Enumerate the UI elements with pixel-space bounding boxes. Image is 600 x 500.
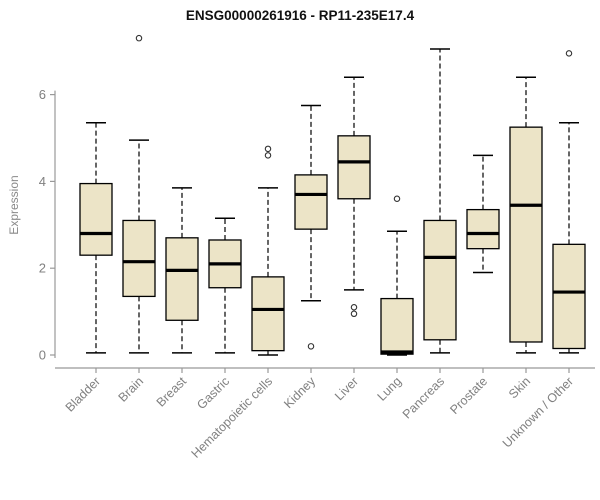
x-category-label-pancreas: Pancreas xyxy=(400,374,447,421)
x-category-label-hematopoietic-cells: Hematopoietic cells xyxy=(189,374,276,461)
x-category-label-breast: Breast xyxy=(154,374,190,410)
x-category-label-prostate: Prostate xyxy=(447,374,490,417)
outlier-point-kidney xyxy=(307,343,315,350)
x-category-label-skin: Skin xyxy=(506,374,533,401)
x-category-label-bladder: Bladder xyxy=(63,374,103,414)
box-bladder xyxy=(79,182,113,256)
y-tick-label: 6 xyxy=(39,87,46,102)
y-tick-label: 4 xyxy=(39,174,46,189)
box-unknown-other xyxy=(552,243,586,350)
box-liver xyxy=(337,135,371,200)
x-category-label-liver: Liver xyxy=(332,374,361,403)
box-breast xyxy=(165,237,199,321)
box-hematopoietic-cells xyxy=(251,276,285,352)
x-category-label-gastric: Gastric xyxy=(194,374,232,412)
x-category-label-lung: Lung xyxy=(375,374,405,404)
box-pancreas xyxy=(423,219,457,341)
outlier-point-lung xyxy=(393,195,401,203)
y-tick-label: 0 xyxy=(39,348,46,363)
x-category-label-kidney: Kidney xyxy=(281,374,318,411)
outlier-point-hematopoietic-cells xyxy=(264,152,272,159)
outlier-point-hematopoietic-cells xyxy=(264,145,272,153)
box-brain xyxy=(122,219,156,298)
outlier-point-liver xyxy=(350,304,358,311)
outlier-point-liver xyxy=(350,310,358,318)
x-category-label-brain: Brain xyxy=(116,374,147,405)
box-skin xyxy=(509,126,543,343)
box-lung xyxy=(380,297,414,355)
chart-title: ENSG00000261916 - RP11-235E17.4 xyxy=(185,8,415,23)
outlier-point-unknown-other xyxy=(565,50,573,57)
box-kidney xyxy=(294,174,328,230)
y-tick-label: 2 xyxy=(39,261,46,276)
box-prostate xyxy=(466,208,500,250)
outlier-point-brain xyxy=(135,34,143,42)
